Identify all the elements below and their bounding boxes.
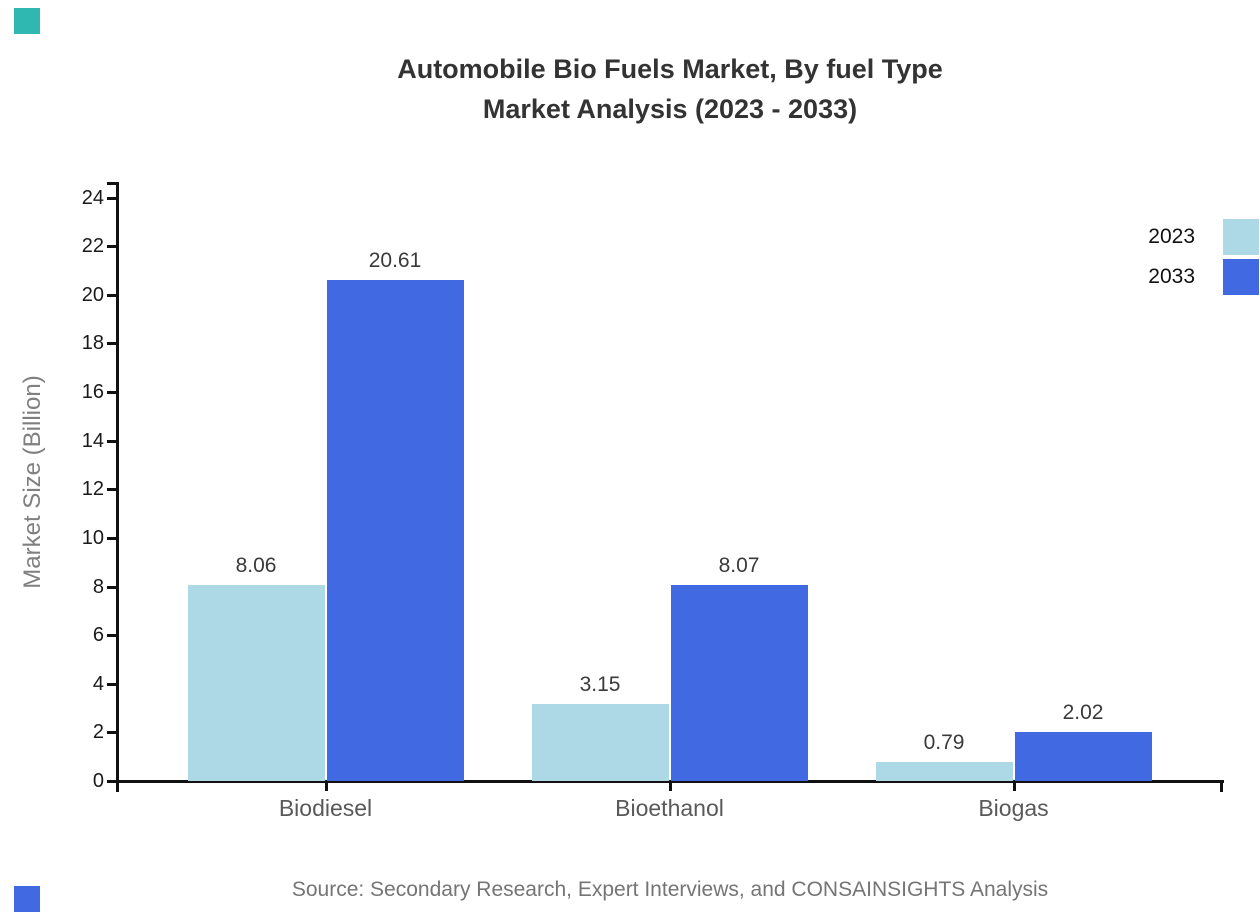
y-tick-mark-4 (107, 682, 117, 686)
chart-title: Automobile Bio Fuels Market, By fuel Typ… (90, 49, 1250, 129)
x-tick-mark-biogas (1012, 780, 1016, 791)
y-tick-mark-16 (107, 391, 117, 394)
value-label-2033-biogas: 2.02 (1062, 700, 1104, 724)
y-tick-label-8: 8 (92, 575, 104, 598)
legend-swatch-2033 (1223, 259, 1259, 295)
y-tick-label-14: 14 (81, 429, 104, 452)
y-tick-mark-14 (107, 439, 117, 443)
bottom-left-brand-square (14, 886, 40, 912)
y-tick-label-16: 16 (81, 381, 104, 403)
y-tick-mark-22 (107, 245, 117, 249)
top-left-brand-square (14, 8, 40, 34)
x-axis-outer-tick-left (116, 780, 119, 792)
y-tick-label-0: 0 (92, 770, 104, 792)
y-tick-label-18: 18 (81, 332, 104, 355)
y-axis-spine (116, 182, 119, 783)
x-category-label-biogas: Biogas (978, 795, 1049, 821)
chart-title-line-1: Automobile Bio Fuels Market, By fuel Typ… (397, 54, 943, 84)
y-tick-mark-2 (107, 731, 117, 735)
bar-2033-biodiesel (326, 279, 464, 781)
y-tick-mark-0 (107, 780, 117, 783)
y-tick-mark-6 (107, 634, 117, 638)
y-tick-label-6: 6 (92, 624, 104, 647)
bar-2033-bioethanol (670, 584, 808, 781)
bar-2023-bioethanol (531, 704, 669, 781)
legend-label-2033: 2033 (1148, 265, 1195, 288)
y-tick-label-24: 24 (81, 186, 104, 209)
bar-2023-biodiesel (187, 585, 325, 781)
x-tick-mark-bioethanol (668, 780, 672, 791)
value-label-2023-bioethanol: 3.15 (579, 673, 621, 697)
legend-label-2023: 2023 (1148, 225, 1195, 248)
bar-2033-biogas (1014, 731, 1152, 781)
chart-title-line-2: Market Analysis (2023 - 2033) (482, 94, 858, 124)
y-tick-mark-10 (107, 536, 117, 540)
y-tick-label-20: 20 (81, 283, 104, 306)
y-tick-label-22: 22 (81, 235, 104, 258)
source-attribution: Source: Secondary Research, Expert Inter… (291, 878, 1049, 901)
x-axis-outer-tick-right (1220, 780, 1223, 792)
value-label-2033-biodiesel: 20.61 (368, 248, 422, 272)
legend-swatch-2023 (1223, 219, 1259, 255)
y-tick-label-10: 10 (81, 526, 104, 549)
x-tick-mark-biodiesel (324, 780, 328, 791)
y-tick-label-4: 4 (92, 672, 104, 695)
y-tick-label-2: 2 (92, 721, 104, 744)
y-tick-mark-24 (107, 196, 117, 200)
x-category-label-biodiesel: Biodiesel (278, 795, 373, 821)
bar-2023-biogas (875, 761, 1013, 781)
y-tick-label-12: 12 (81, 478, 104, 501)
y-axis-outer-tick-top (107, 182, 119, 185)
y-tick-mark-20 (107, 293, 117, 297)
value-label-2023-biogas: 0.79 (923, 730, 965, 754)
x-category-label-bioethanol: Bioethanol (615, 795, 724, 821)
y-tick-mark-12 (107, 488, 117, 492)
y-tick-mark-18 (107, 342, 117, 346)
value-label-2033-bioethanol: 8.07 (718, 553, 760, 577)
value-label-2023-biodiesel: 8.06 (235, 554, 277, 578)
y-tick-mark-8 (107, 585, 117, 589)
